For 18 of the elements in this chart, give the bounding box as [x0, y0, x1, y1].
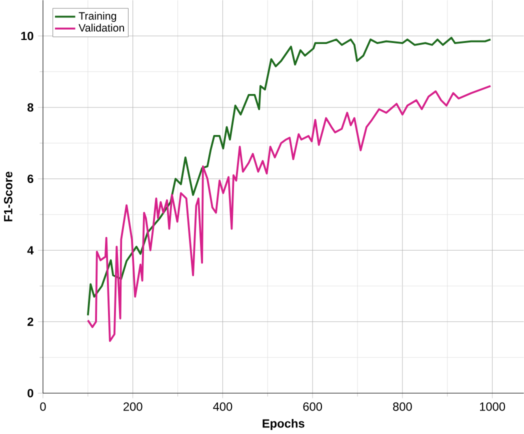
line-series: [86, 85, 492, 342]
x-tick-label: 200: [124, 402, 142, 411]
x-tick-label: 400: [213, 402, 232, 411]
y-axis-title: F1-Score: [4, 172, 12, 222]
y-tick-label: 6: [28, 174, 34, 184]
y-tick-label: 2: [28, 318, 34, 326]
line-series: [86, 36, 492, 316]
legend-label: Training: [78, 12, 116, 22]
y-tick-label: 10: [21, 32, 34, 40]
y-tick-label: 4: [27, 246, 34, 254]
y-tick-label: 8: [27, 103, 34, 112]
x-tick-label: 600: [303, 402, 322, 411]
x-tick-label: 1000: [480, 402, 506, 411]
x-tick-label: 800: [393, 402, 412, 411]
x-axis-title: Epochs: [262, 418, 304, 430]
x-tick-label: 0: [40, 402, 46, 411]
y-tick-label: 0: [28, 388, 34, 398]
legend-label: Validation: [78, 24, 124, 32]
